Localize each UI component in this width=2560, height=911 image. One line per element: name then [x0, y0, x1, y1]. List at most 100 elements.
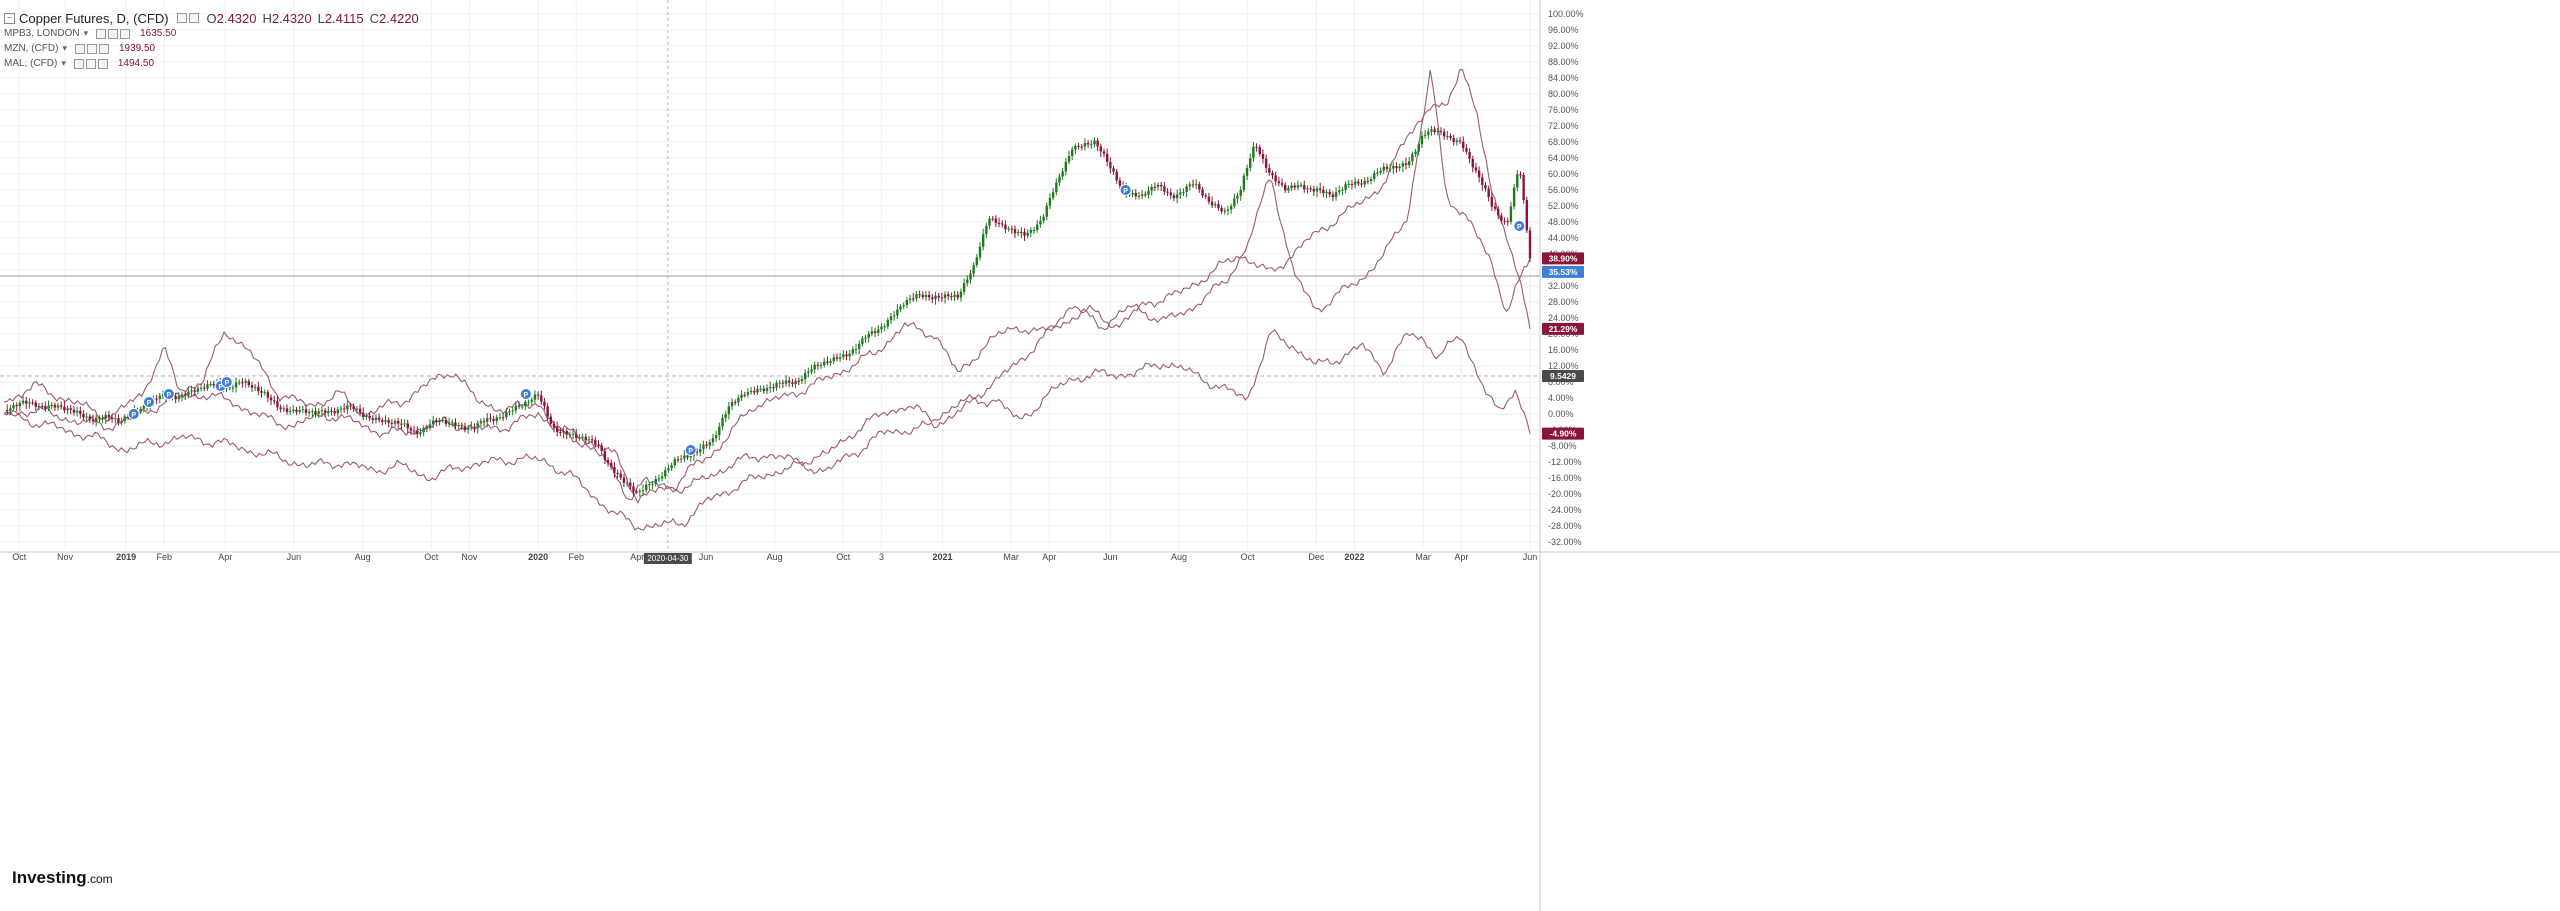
hide-box-icon[interactable]	[86, 43, 97, 54]
candle-body	[978, 246, 982, 258]
candle-body	[1198, 184, 1201, 190]
chevron-down-icon[interactable]: ▾	[62, 43, 67, 53]
remove-box-icon[interactable]	[120, 28, 131, 39]
candle-body	[196, 388, 200, 392]
candle-body	[1474, 167, 1478, 171]
candle-body	[838, 357, 842, 359]
candle-body	[412, 430, 416, 432]
chevron-down-icon[interactable]: ▾	[61, 58, 66, 68]
candle-body	[482, 421, 486, 423]
candle-body	[438, 420, 441, 423]
candle-body	[1134, 192, 1137, 197]
candle-body	[912, 298, 915, 300]
chevron-down-icon[interactable]: ▾	[83, 28, 89, 38]
x-tick-label: 2021	[932, 552, 952, 562]
y-tick-label: 4.00%	[1548, 393, 1574, 403]
candle-body	[476, 423, 479, 428]
candle-body	[943, 294, 947, 298]
candle-body	[1172, 195, 1176, 199]
event-marker-label: P	[147, 400, 152, 407]
candle-body	[79, 410, 82, 414]
candle-body	[1261, 154, 1265, 159]
candle-body	[743, 394, 746, 396]
candle-body	[657, 478, 661, 480]
candle-body	[374, 417, 378, 421]
candle-body	[797, 380, 800, 382]
y-tick-label: 64.00%	[1548, 153, 1579, 163]
candle-body	[1411, 154, 1414, 162]
crosshair-date-label: 2020-04-30	[647, 554, 688, 563]
candle-body	[40, 406, 44, 408]
x-tick-label: Aug	[1171, 552, 1187, 562]
candle-body	[775, 382, 778, 388]
hide-box-icon[interactable]	[108, 28, 119, 39]
x-tick-label: Feb	[568, 552, 584, 562]
candle-body	[1503, 220, 1506, 222]
settings-box-icon[interactable]	[176, 13, 187, 23]
candle-body	[187, 391, 190, 396]
investing-logo[interactable]: Investing.com	[12, 868, 113, 888]
legend-compare-row[interactable]: MAL, (CFD) ▾ 1494.50	[4, 56, 419, 71]
candle-body	[279, 407, 282, 409]
candle-body	[816, 364, 820, 366]
y-tick-label: 68.00%	[1548, 137, 1579, 147]
candle-body	[908, 298, 912, 300]
candle-body	[117, 418, 120, 423]
y-tick-label: -24.00%	[1548, 505, 1582, 515]
candle-body	[1242, 175, 1246, 190]
candle-body	[511, 410, 514, 412]
candle-body	[31, 402, 34, 404]
remove-box-icon[interactable]	[98, 43, 109, 54]
candle-body	[530, 399, 533, 402]
candle-body	[536, 394, 540, 396]
candle-body	[190, 390, 193, 392]
candle-body	[1210, 201, 1214, 206]
candle-body	[362, 412, 365, 418]
candle-body	[851, 349, 855, 354]
candle-body	[1306, 188, 1309, 190]
candle-body	[546, 406, 549, 417]
candle-body	[832, 357, 835, 362]
candle-body	[749, 391, 753, 393]
hide-box-icon[interactable]	[85, 58, 96, 69]
candle-body	[619, 473, 622, 478]
candle-body	[101, 418, 104, 420]
candle-body	[266, 392, 270, 398]
candle-body	[533, 394, 537, 400]
candle-body	[1010, 228, 1013, 230]
candle-body	[104, 414, 107, 419]
compare-line-MPB3, LONDON	[3, 70, 1531, 501]
legend-compare-row[interactable]: MPB3, LONDON ▾ 1635.50	[4, 26, 419, 41]
candle-body	[1004, 224, 1007, 230]
candle-body	[524, 401, 527, 407]
settings-box-icon[interactable]	[74, 43, 85, 54]
collapse-toggle-icon[interactable]: −	[4, 12, 15, 24]
candle-body	[177, 396, 181, 400]
x-tick-label: Jun	[1103, 552, 1118, 562]
candle-body	[454, 422, 457, 426]
candle-body	[823, 361, 826, 366]
value-badge-label: 9.5429	[1550, 371, 1576, 381]
candle-body	[1036, 224, 1039, 230]
y-tick-label: 88.00%	[1548, 57, 1579, 67]
candle-body	[82, 413, 85, 418]
candle-body	[479, 421, 483, 424]
candle-body	[740, 394, 743, 398]
candle-body	[664, 470, 667, 477]
candle-body	[355, 408, 359, 410]
remove-box-icon[interactable]	[97, 58, 108, 69]
candle-body	[1045, 205, 1048, 217]
candle-body	[810, 369, 813, 372]
candle-body	[819, 365, 823, 367]
crosshair-date-badge	[643, 553, 692, 564]
candle-body	[1331, 194, 1335, 198]
hide-box-icon[interactable]	[188, 13, 199, 23]
settings-box-icon[interactable]	[73, 58, 84, 69]
settings-box-icon[interactable]	[96, 28, 107, 39]
candle-body	[15, 405, 18, 407]
candle-body	[1455, 140, 1459, 143]
candle-body	[1420, 135, 1424, 145]
legend-compare-row[interactable]: MZN, (CFD) ▾ 1939.50	[4, 41, 419, 56]
candle-body	[441, 419, 444, 421]
